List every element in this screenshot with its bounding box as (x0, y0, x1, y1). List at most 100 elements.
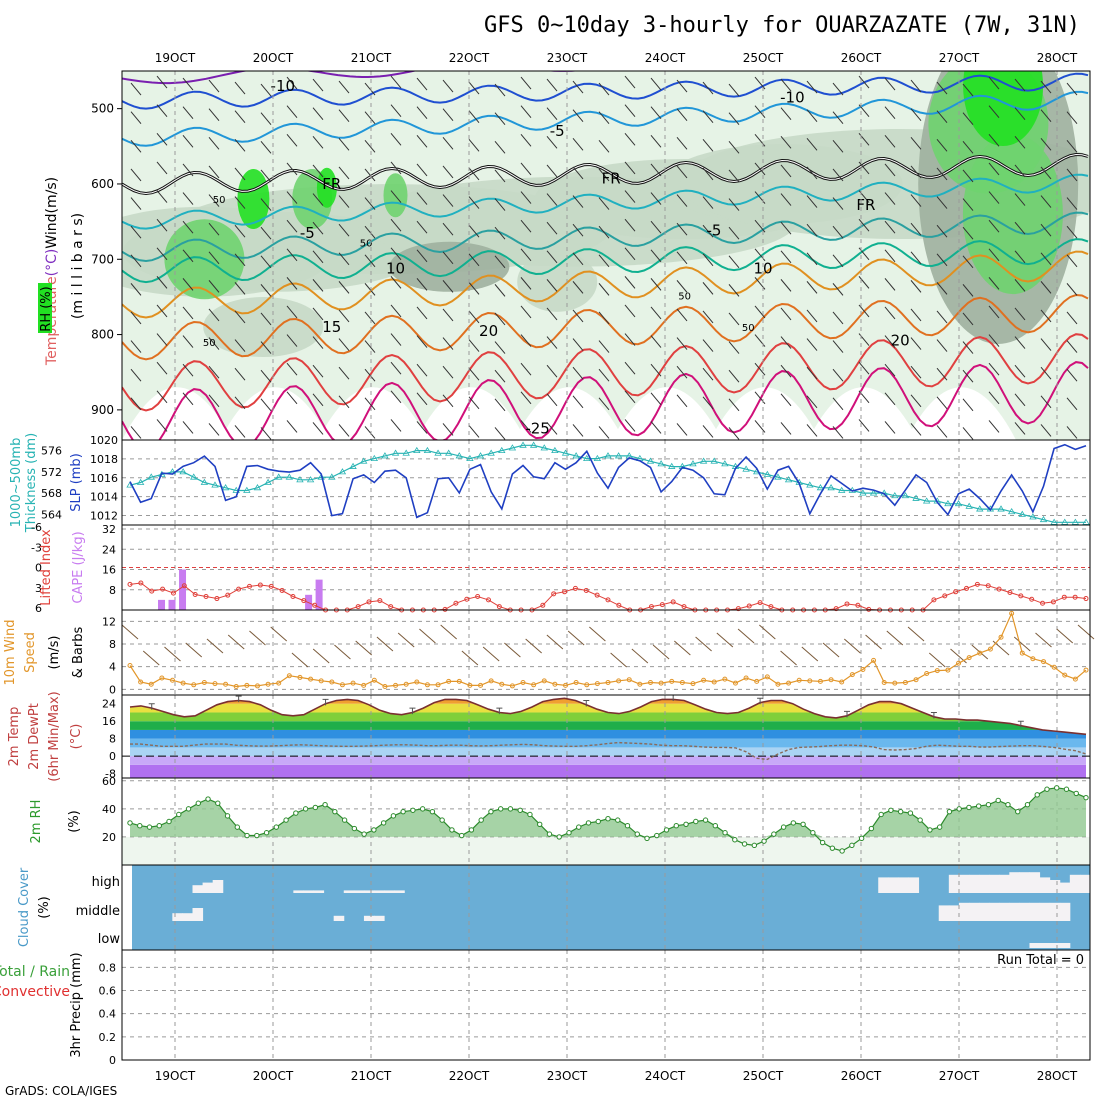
wind-barb (702, 425, 714, 438)
wind-barb (650, 220, 662, 234)
isotherm-label: 10 (386, 259, 405, 277)
wind-barb (650, 249, 662, 263)
wind10m-point (732, 680, 738, 686)
wind10m-point (679, 680, 685, 686)
y-tick-label: 800 (91, 328, 114, 342)
wind10m-barb (886, 630, 904, 646)
wind-barb (988, 362, 1000, 376)
wind-barb (650, 278, 662, 291)
wind10m-point (658, 680, 664, 686)
rh2m-point (585, 820, 592, 826)
rh-tick-label: 20 (102, 831, 116, 844)
rh2m-point (527, 811, 533, 818)
wind10m-point (127, 663, 133, 669)
wind10m-point (531, 682, 537, 688)
wind10m-point (913, 677, 919, 683)
wind-barb (936, 81, 948, 95)
li-point (616, 602, 622, 608)
wind-barb (442, 423, 454, 436)
wind-barb (884, 220, 896, 234)
wind-barb (390, 190, 402, 203)
wind10m-point (233, 684, 239, 689)
wind-barb (962, 226, 974, 240)
wind-barb (988, 334, 1000, 347)
wind-barb (910, 251, 922, 265)
wind10m-barb (121, 624, 139, 640)
wind-barb (182, 421, 194, 434)
panel-temp2m: 24 16 8 0 -8 2m Temp 2m DewPt (6hr Min/Max) (°C) (7, 691, 1091, 782)
thickness-point (179, 468, 187, 475)
thickness-point (614, 452, 623, 459)
wind-barb (1040, 223, 1052, 237)
li-point (572, 585, 578, 591)
wind-barb (442, 194, 454, 207)
wind-barb (676, 136, 688, 150)
wind10m-point (520, 680, 526, 686)
wind-barb (338, 281, 350, 294)
li-point (974, 581, 980, 587)
temp-maxmin-marker (1017, 720, 1024, 728)
wind-barb (312, 393, 324, 407)
rh-low-band (122, 836, 1090, 865)
rh2m-point (917, 817, 923, 823)
wind10m-barb (780, 650, 797, 666)
wind10m-point (637, 681, 643, 687)
wind-barb (364, 368, 376, 382)
wind-barb (182, 335, 194, 348)
thickness-point (891, 492, 899, 499)
wind-barb (624, 419, 636, 432)
wind-barb (832, 82, 844, 96)
wind-barb (182, 363, 194, 377)
wind-barb (364, 340, 376, 353)
wind-barb (546, 336, 558, 349)
wind-barb (988, 305, 1000, 319)
rh-tick-label: 60 (102, 775, 116, 788)
cloud-block (999, 902, 1010, 921)
wind10m-barb (1035, 632, 1052, 648)
rh2m-point (341, 817, 348, 823)
wind-barb (312, 279, 324, 292)
panels-group: -10 -10 -5 FR FR FR -5 -5 10 10 15 20 20 -25 50 50 50 50 5… (0, 70, 1095, 1067)
panel-upper-air: -10 -10 -5 FR FR FR -5 -5 10 10 15 20 20 -25 50 50 50 50 5… (38, 70, 1091, 441)
wind-barb (546, 279, 558, 292)
wind10m-barb (440, 624, 457, 640)
wind10m-point (871, 657, 877, 663)
wind-barb (416, 134, 428, 148)
wind-barb (572, 223, 584, 237)
wind-barb (416, 306, 428, 320)
wind-barb (780, 307, 792, 321)
wind-barb (546, 307, 558, 321)
wind-barb (286, 277, 298, 290)
wind10m-barb (504, 642, 521, 658)
wind-barb (234, 196, 246, 209)
thickness-point (253, 484, 262, 491)
isotherm-label: -10 (271, 77, 296, 95)
wind-barb (1066, 340, 1078, 353)
cloud-block (898, 877, 909, 893)
wind-barb (520, 391, 532, 405)
wind-barb (832, 283, 844, 296)
slp-tick-label: 1014 (90, 491, 118, 504)
wind-barb (936, 167, 948, 181)
wind-barb (156, 304, 168, 318)
wind-barb (572, 137, 584, 151)
cloud-block (303, 890, 315, 893)
wind-barb (806, 395, 818, 409)
wind-barb (910, 337, 922, 350)
li-point (681, 604, 687, 610)
wind-barb (546, 221, 558, 235)
rh2m-point (1034, 792, 1040, 798)
rh2m-point (819, 839, 826, 846)
rh2m-point (488, 808, 494, 815)
dry-pocket (318, 387, 428, 440)
li-point (453, 600, 459, 606)
wind10m-point (414, 679, 420, 685)
thickness-line (129, 444, 1086, 523)
sky-background (132, 865, 1090, 950)
wind-barb (312, 250, 324, 264)
cloud-block (313, 890, 325, 893)
wind-barb (338, 195, 350, 208)
wind-barb (338, 109, 350, 122)
wind-barb (988, 391, 1000, 405)
cloud-block (374, 890, 385, 893)
